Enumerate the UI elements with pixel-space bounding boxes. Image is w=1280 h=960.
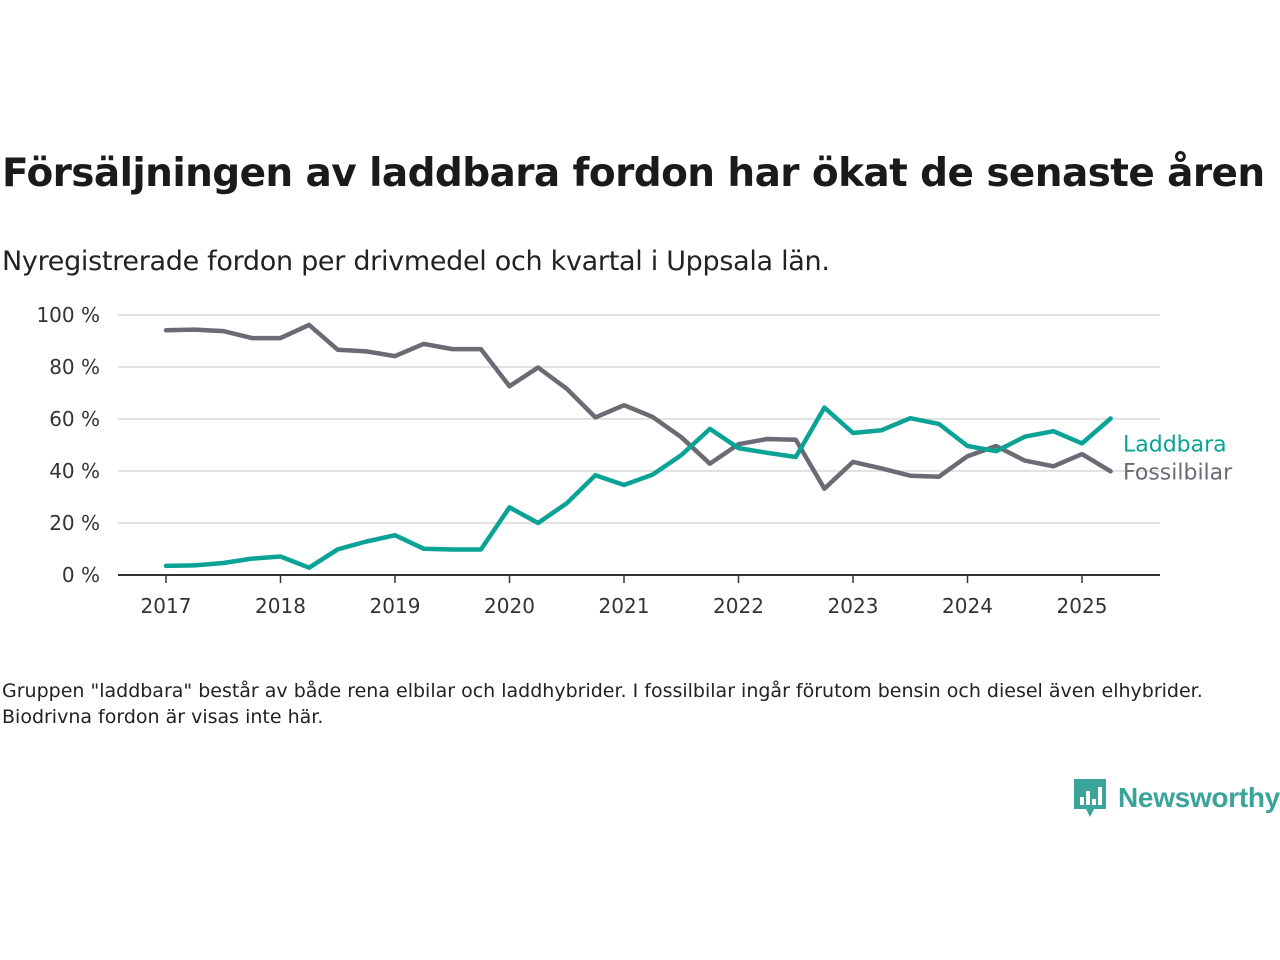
y-tick-label: 60 % — [49, 407, 100, 431]
chart-title: Försäljningen av laddbara fordon har öka… — [2, 151, 1265, 196]
line-chart: 0 % 20 % 40 % 60 % 80 % 100 % 2017 2018 2019 2020… — [36, 303, 1233, 618]
y-tick-label: 20 % — [49, 511, 100, 535]
series-layer — [163, 322, 1113, 570]
x-tick-label: 2025 — [1057, 594, 1108, 618]
x-tick-label: 2021 — [599, 594, 650, 618]
series-line-fossilbilar — [163, 322, 1113, 491]
y-tick-label: 100 % — [36, 303, 100, 327]
x-tick-label: 2019 — [370, 594, 421, 618]
series-label-fossilbilar: Fossilbilar — [1123, 460, 1233, 485]
brand-name: Newsworthy — [1118, 782, 1280, 813]
axis-layer: 0 % 20 % 40 % 60 % 80 % 100 % 2017 2018 2019 2020… — [36, 303, 1160, 618]
y-tick-label: 0 % — [62, 563, 100, 587]
chart-subtitle: Nyregistrerade fordon per drivmedel och … — [2, 246, 830, 277]
label-layer: Laddbara Fossilbilar — [1123, 432, 1233, 485]
series-label-laddbara: Laddbara — [1123, 432, 1227, 457]
x-tick-label: 2023 — [828, 594, 879, 618]
x-tick-label: 2020 — [484, 594, 535, 618]
footnote: Gruppen "laddbara" består av både rena e… — [2, 680, 1203, 728]
grid-layer — [118, 314, 1160, 524]
series-line-laddbara — [163, 405, 1113, 570]
x-tick-label: 2017 — [141, 594, 192, 618]
y-tick-label: 80 % — [49, 355, 100, 379]
y-tick-label: 40 % — [49, 459, 100, 483]
bar-chart-logo-icon — [1074, 779, 1106, 817]
x-tick-label: 2018 — [255, 594, 306, 618]
x-tick-label: 2022 — [713, 594, 764, 618]
x-tick-label: 2024 — [942, 594, 993, 618]
brand-logo[interactable]: Newsworthy — [1072, 776, 1280, 820]
